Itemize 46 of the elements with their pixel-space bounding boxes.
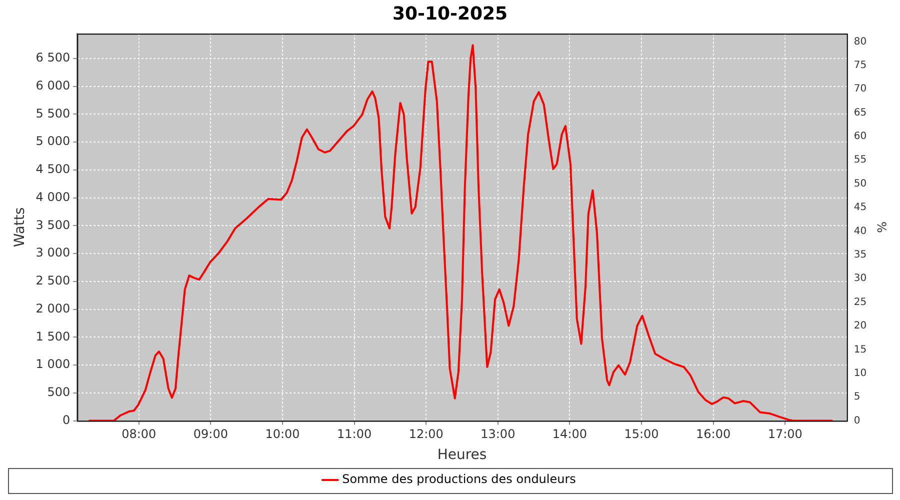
- x-tick-label: 12:00: [408, 427, 444, 442]
- y2-tick-label: 60: [854, 131, 867, 142]
- y2-tick-label: 30: [854, 273, 867, 284]
- y2-tick-label: 25: [854, 296, 867, 308]
- chart-title: 30-10-2025: [392, 3, 508, 24]
- y-tick-label: 2 000: [36, 301, 70, 316]
- y-tick-label: 5 000: [36, 134, 70, 148]
- y-tick-label: 6 000: [36, 78, 70, 92]
- x-tick-label: 16:00: [696, 427, 731, 442]
- y2-tick-label: 65: [854, 107, 867, 118]
- y2-tick-label: 75: [854, 60, 867, 71]
- y2-tick-label: 0: [854, 415, 860, 426]
- x-tick-label: 13:00: [480, 427, 516, 442]
- y2-tick-label: 15: [854, 344, 867, 356]
- y-tick-label: 1 000: [36, 357, 70, 372]
- y-tick-label: 5 500: [36, 106, 70, 120]
- y-axis-title: Watts: [12, 207, 28, 248]
- y-tick-label: 3 500: [36, 218, 70, 232]
- y-tick-label: 500: [47, 385, 70, 400]
- y2-tick-label: 80: [854, 36, 867, 48]
- x-tick-label: 15:00: [624, 427, 659, 442]
- x-tick-label: 10:00: [265, 427, 300, 442]
- y2-tick-label: 55: [854, 154, 867, 166]
- legend-label: Somme des productions des onduleurs: [342, 472, 576, 486]
- y-tick-label: 0: [62, 412, 70, 427]
- x-tick-label: 14:00: [552, 427, 588, 442]
- y2-tick-label: 45: [854, 202, 867, 214]
- y2-tick-label: 50: [854, 178, 867, 190]
- y2-tick-label: 40: [854, 226, 867, 237]
- x-tick-label: 11:00: [337, 427, 372, 442]
- x-axis-title: Heures: [437, 447, 487, 464]
- x-tick-label: 17:00: [768, 427, 802, 442]
- y2-tick-label: 70: [854, 84, 867, 95]
- y2-tick-label: 20: [854, 320, 867, 332]
- y-tick-label: 3 000: [36, 246, 70, 260]
- y2-axis-title: %: [874, 221, 889, 233]
- y2-tick-label: 5: [854, 392, 860, 403]
- y-tick-label: 4 000: [36, 190, 70, 204]
- y-tick-label: 4 500: [36, 162, 70, 176]
- y-tick-label: 6 500: [36, 50, 70, 65]
- y-tick-label: 2 500: [36, 274, 70, 288]
- y-tick-label: 1 500: [36, 329, 70, 344]
- y2-tick-label: 35: [854, 250, 867, 261]
- x-tick-label: 08:00: [122, 427, 156, 442]
- x-tick-label: 09:00: [193, 427, 228, 442]
- y2-tick-label: 10: [854, 368, 867, 379]
